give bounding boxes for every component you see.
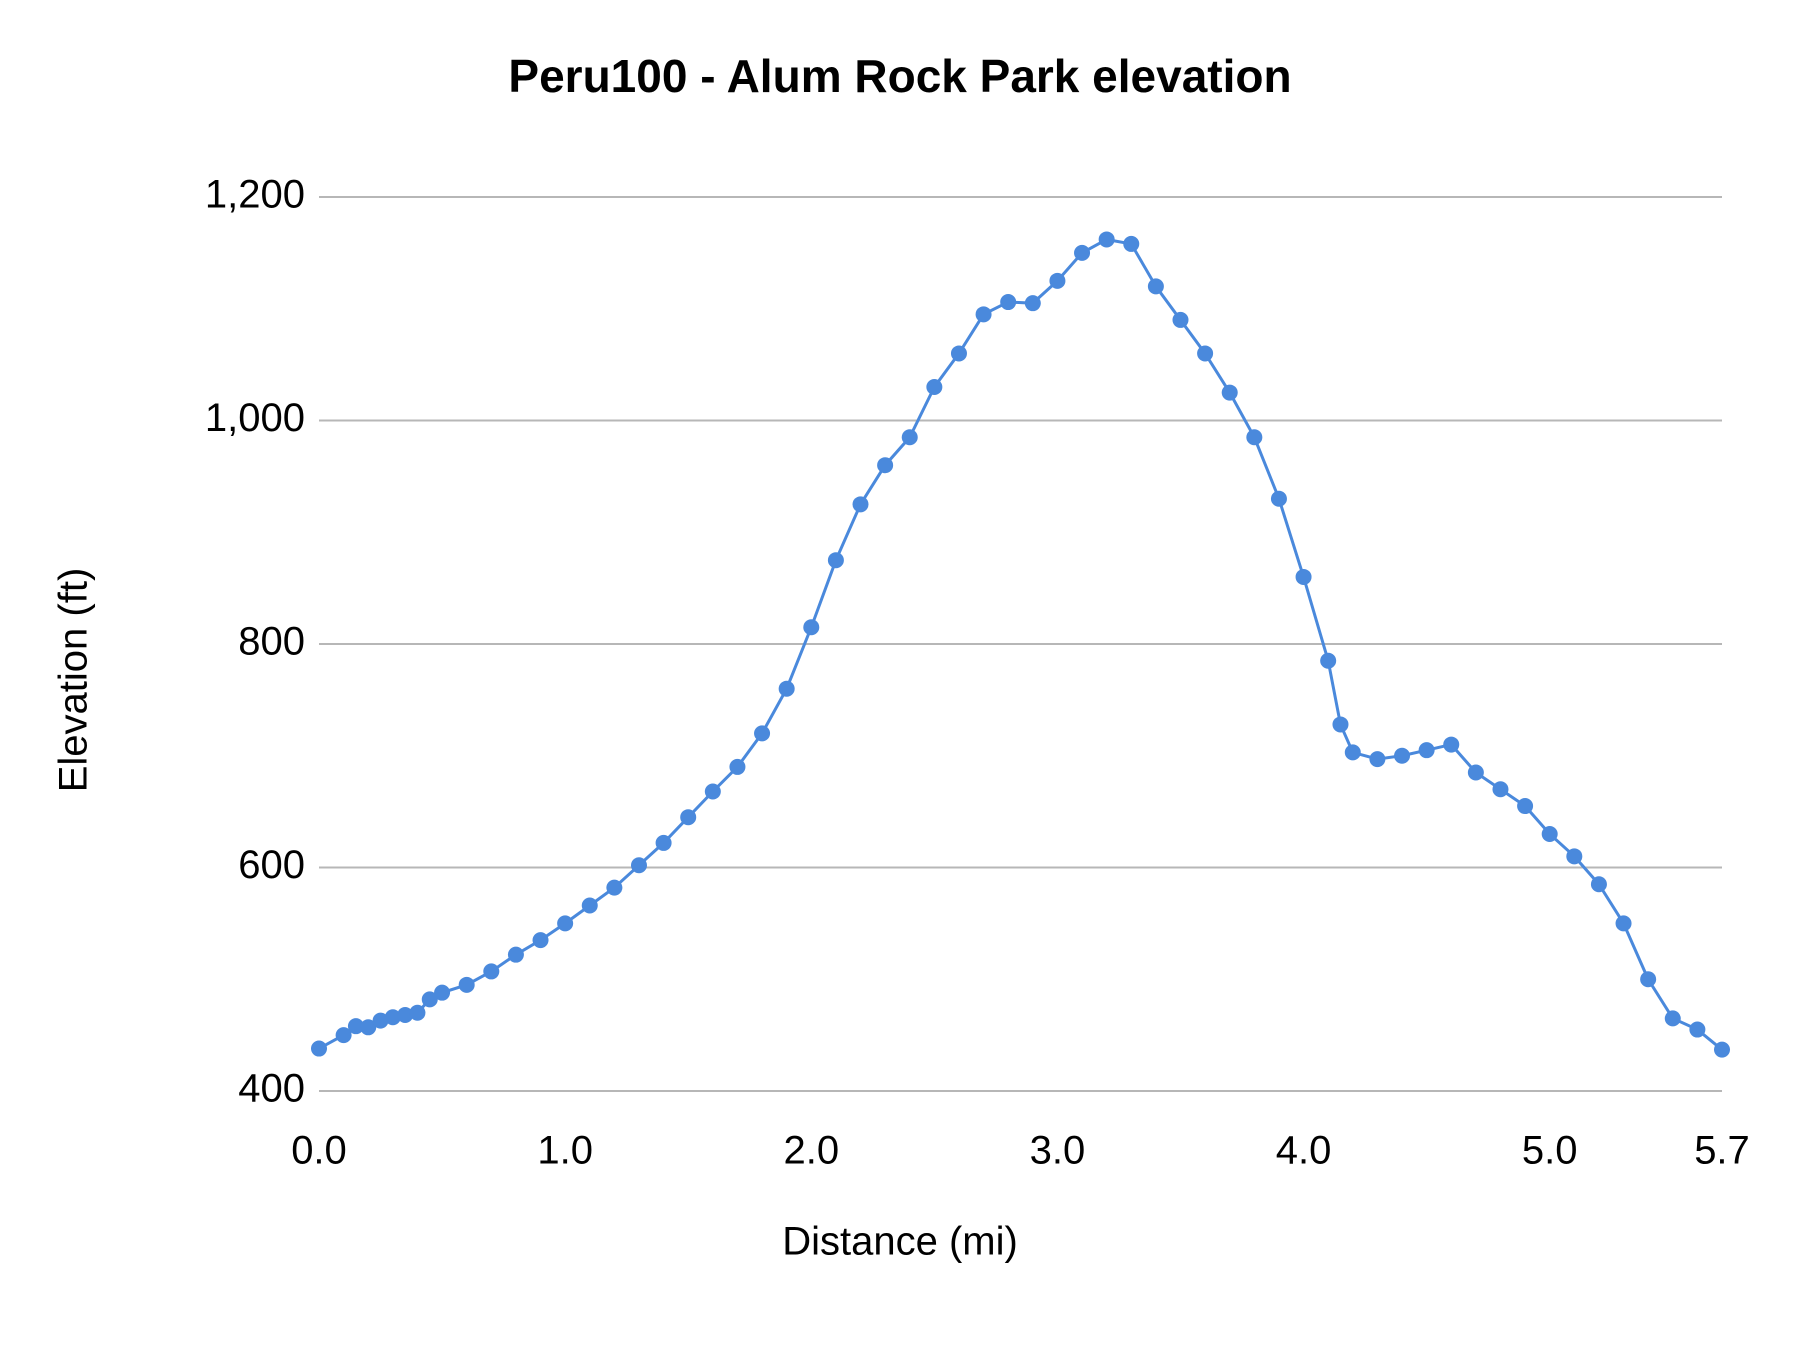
point	[311, 1040, 327, 1057]
point	[421, 991, 438, 1008]
x-tick-label: 3.0	[1030, 1129, 1086, 1173]
point	[1394, 747, 1411, 764]
point	[557, 915, 574, 932]
point	[1640, 971, 1657, 988]
point	[975, 306, 992, 323]
point	[483, 963, 500, 980]
point	[901, 429, 918, 446]
x-axis-title: Distance (mi)	[782, 1220, 1018, 1264]
y-axis-title: Elevation (ft)	[52, 568, 96, 793]
point	[360, 1019, 377, 1036]
point	[1615, 915, 1632, 932]
point	[1443, 736, 1460, 753]
point	[1369, 751, 1386, 768]
point	[1295, 568, 1312, 585]
point	[754, 725, 771, 742]
y-tick-label: 1,000	[205, 396, 305, 440]
point	[655, 834, 672, 851]
point	[1049, 272, 1066, 289]
point	[1074, 244, 1091, 261]
point	[1147, 278, 1164, 295]
point	[1332, 716, 1349, 733]
point	[397, 1007, 414, 1024]
point	[1000, 294, 1017, 311]
x-tick-label: 0.0	[291, 1129, 347, 1173]
point	[1517, 798, 1534, 815]
point	[335, 1027, 352, 1044]
point	[877, 457, 894, 474]
point	[950, 345, 967, 362]
point	[1024, 295, 1041, 312]
point	[1246, 429, 1263, 446]
y-tick-label: 400	[238, 1067, 305, 1111]
point	[1344, 744, 1361, 761]
point	[630, 857, 647, 874]
point	[347, 1018, 364, 1035]
point	[1221, 384, 1238, 401]
point	[1270, 490, 1287, 507]
point	[778, 680, 795, 697]
point	[1197, 345, 1214, 362]
point	[1566, 848, 1583, 865]
x-tick-label: 4.0	[1276, 1129, 1332, 1173]
point	[1320, 652, 1337, 669]
point	[1098, 231, 1115, 248]
y-tick-label: 800	[238, 620, 305, 664]
point	[1590, 876, 1607, 893]
x-tick-label: 1.0	[537, 1129, 593, 1173]
point	[827, 552, 844, 569]
point	[532, 932, 549, 949]
point	[852, 496, 869, 513]
point	[434, 984, 451, 1001]
point	[680, 809, 697, 826]
chart-title: Peru100 - Alum Rock Park elevation	[508, 50, 1291, 102]
point	[372, 1012, 389, 1029]
y-tick-label: 600	[238, 843, 305, 887]
point	[606, 879, 623, 896]
y-tick-label: 1,200	[205, 173, 305, 217]
point	[1467, 764, 1484, 781]
point	[1172, 311, 1189, 328]
point	[803, 619, 820, 636]
point	[507, 946, 524, 963]
point	[458, 976, 475, 993]
point	[1123, 235, 1140, 252]
point	[926, 378, 943, 395]
point	[704, 783, 721, 800]
point	[1418, 742, 1435, 759]
point	[1714, 1041, 1730, 1058]
point	[729, 758, 746, 775]
point	[1541, 825, 1558, 842]
point	[581, 897, 598, 914]
point	[384, 1009, 401, 1026]
x-tick-label: 2.0	[783, 1129, 839, 1173]
point	[1689, 1021, 1706, 1038]
x-tick-label: 5.0	[1522, 1129, 1578, 1173]
point	[1492, 781, 1509, 798]
x-tick-label: 5.7	[1694, 1129, 1750, 1173]
point	[409, 1004, 426, 1021]
point	[1664, 1010, 1681, 1027]
